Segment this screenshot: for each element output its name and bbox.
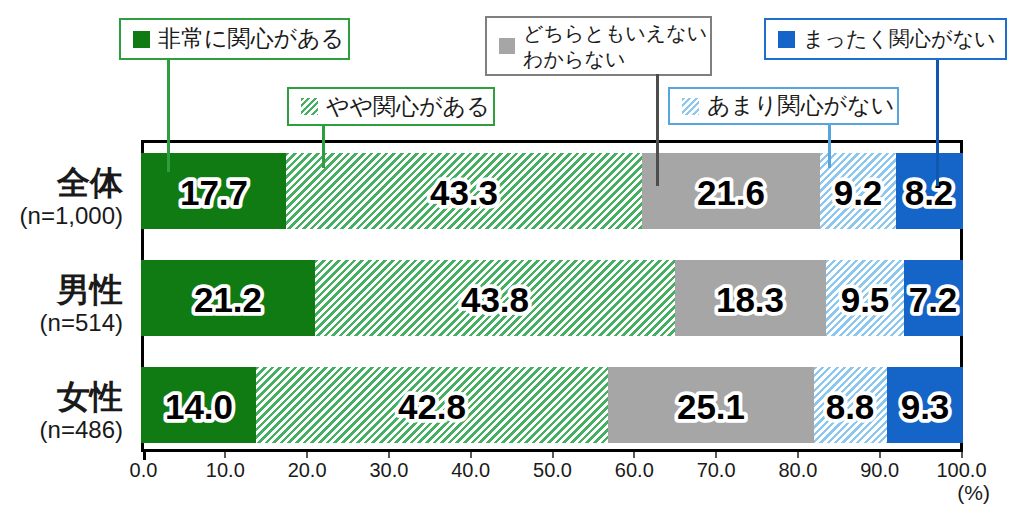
axis-tick-label: 40.0	[451, 459, 490, 482]
legend-leader-line-1	[167, 60, 170, 172]
category-label-1: 全体(n=1,000)	[20, 165, 123, 230]
axis-tick-label: 20.0	[288, 459, 327, 482]
category-label-3: 女性(n=486)	[40, 379, 123, 444]
segment-3-5: 9.3	[887, 367, 963, 443]
value-label: 9.3	[865, 380, 985, 430]
axis-tick	[961, 452, 963, 458]
svg-text:14.0: 14.0	[164, 387, 232, 426]
axis-tick	[633, 452, 635, 458]
legend-item-5: まったく関心がない	[764, 18, 1007, 60]
axis-tick-label: 90.0	[860, 459, 899, 482]
legend-swatch-icon	[133, 31, 150, 48]
segment-2-3: 18.3	[675, 260, 825, 336]
segment-1-3: 21.6	[642, 153, 820, 229]
legend-leader-line-4	[828, 123, 831, 168]
category-n: (n=1,000)	[20, 202, 123, 230]
value-label: 25.1	[651, 380, 771, 430]
value-label: 14.0	[139, 380, 259, 430]
legend-swatch-icon	[682, 98, 699, 115]
legend-label: どちらともいえないわからない	[523, 20, 707, 72]
segment-3-1: 14.0	[141, 367, 256, 443]
axis-unit-label: (%)	[957, 481, 990, 505]
category-name: 全体	[20, 165, 123, 201]
axis-tick	[552, 452, 554, 458]
value-label: 8.2	[869, 166, 989, 216]
value-label: 21.6	[671, 166, 791, 216]
legend-swatch-icon	[499, 38, 515, 54]
legend-swatch-icon	[778, 31, 795, 48]
axis-tick	[715, 452, 717, 458]
value-label: 43.3	[404, 166, 524, 216]
axis-tick	[879, 452, 881, 458]
category-name: 女性	[40, 379, 123, 415]
axis-tick-label: 60.0	[615, 459, 654, 482]
legend-leader-line-3	[656, 74, 659, 186]
segment-1-2: 43.3	[286, 153, 642, 229]
axis-tick	[388, 452, 390, 458]
segment-1-1: 17.7	[141, 153, 286, 229]
axis-tick-label: 10.0	[206, 459, 245, 482]
bar-row-3: 14.042.825.18.89.3	[141, 367, 963, 443]
segment-3-2: 42.8	[256, 367, 608, 443]
legend-label: やや関心がある	[326, 92, 490, 122]
segment-3-3: 25.1	[608, 367, 814, 443]
svg-text:18.3: 18.3	[716, 280, 784, 319]
axis-tick	[306, 452, 308, 458]
category-label-2: 男性(n=514)	[40, 272, 123, 337]
value-label: 43.8	[435, 273, 555, 323]
svg-text:21.6: 21.6	[697, 173, 765, 212]
axis-tick	[797, 452, 799, 458]
category-n: (n=486)	[40, 416, 123, 444]
segment-2-1: 21.2	[141, 260, 315, 336]
svg-text:43.3: 43.3	[430, 173, 498, 212]
legend-item-4: あまり関心がない	[668, 87, 899, 125]
bar-row-1: 17.743.321.69.28.2	[141, 153, 963, 229]
axis-tick-label: 100.0	[936, 459, 986, 482]
axis-tick-label: 50.0	[533, 459, 572, 482]
segment-2-2: 43.8	[315, 260, 675, 336]
value-label: 7.2	[873, 273, 993, 323]
legend-item-1: 非常に関心がある	[119, 18, 350, 60]
axis-tick-label: 30.0	[369, 459, 408, 482]
axis-tick-label: 70.0	[697, 459, 736, 482]
svg-text:7.2: 7.2	[909, 280, 958, 319]
svg-text:9.3: 9.3	[900, 387, 949, 426]
axis-tick	[224, 452, 226, 458]
svg-text:42.8: 42.8	[398, 387, 466, 426]
axis-tick	[470, 452, 472, 458]
legend-label: 非常に関心がある	[158, 24, 344, 54]
legend-item-3: どちらともいえないわからない	[485, 16, 712, 76]
svg-text:8.2: 8.2	[905, 173, 954, 212]
segment-1-5: 8.2	[896, 153, 963, 229]
value-label: 17.7	[154, 166, 274, 216]
value-label: 18.3	[690, 273, 810, 323]
legend-item-2: やや関心がある	[287, 87, 495, 126]
bar-row-2: 21.243.818.39.57.2	[141, 260, 963, 336]
legend-swatch-icon	[301, 98, 318, 115]
value-label: 42.8	[372, 380, 492, 430]
value-label: 21.2	[168, 273, 288, 323]
svg-text:25.1: 25.1	[677, 387, 745, 426]
legend-leader-line-2	[322, 124, 325, 168]
svg-text:43.8: 43.8	[461, 280, 529, 319]
category-n: (n=514)	[40, 309, 123, 337]
category-name: 男性	[40, 272, 123, 308]
svg-text:21.2: 21.2	[194, 280, 262, 319]
segment-2-5: 7.2	[904, 260, 963, 336]
legend-label: まったく関心がない	[803, 25, 995, 52]
axis-tick-label: 80.0	[778, 459, 817, 482]
svg-text:17.7: 17.7	[180, 173, 248, 212]
legend-leader-line-5	[936, 60, 939, 186]
axis-tick-label: 0.0	[130, 459, 158, 482]
legend-label: あまり関心がない	[707, 91, 894, 121]
stacked-bar-chart: 17.743.321.69.28.221.243.818.39.57.214.0…	[0, 0, 1024, 523]
